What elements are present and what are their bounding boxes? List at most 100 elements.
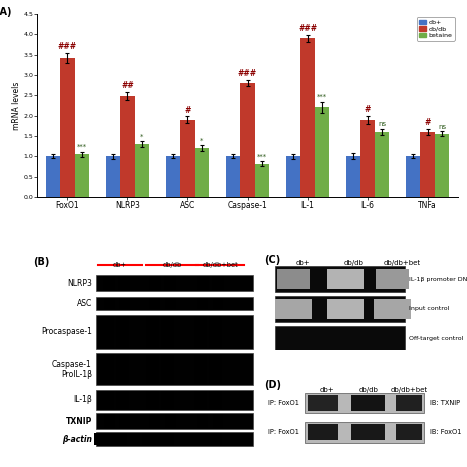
Text: β-actin: β-actin — [62, 435, 92, 444]
Bar — [396, 424, 422, 440]
Bar — [104, 298, 114, 309]
Text: db+: db+ — [296, 260, 310, 266]
Text: #: # — [364, 105, 371, 114]
Bar — [164, 276, 176, 290]
Bar — [96, 413, 253, 429]
Bar — [134, 144, 149, 197]
Text: *: * — [200, 138, 204, 144]
Text: Input control: Input control — [409, 306, 450, 311]
Bar — [46, 156, 60, 197]
Text: #: # — [184, 106, 191, 115]
Text: ###: ### — [298, 24, 317, 33]
Text: (B): (B) — [33, 257, 50, 267]
Text: TXNIP: TXNIP — [65, 417, 92, 425]
Text: IL-1β: IL-1β — [73, 396, 92, 404]
Bar — [149, 298, 160, 309]
Bar — [162, 316, 175, 347]
Bar — [308, 395, 338, 411]
Bar — [119, 414, 130, 428]
Bar — [346, 156, 361, 197]
Bar — [75, 154, 89, 197]
Text: db/db: db/db — [343, 260, 363, 266]
Text: IP: FoxO1: IP: FoxO1 — [268, 400, 299, 406]
Bar — [327, 269, 364, 289]
Bar — [165, 414, 176, 428]
Bar — [275, 325, 405, 352]
Bar — [226, 156, 241, 197]
Bar — [308, 424, 338, 440]
Text: ns: ns — [378, 121, 386, 127]
Bar — [96, 390, 253, 410]
Bar — [162, 391, 175, 409]
Bar — [361, 120, 375, 197]
Bar — [212, 414, 223, 428]
Bar — [304, 393, 424, 413]
Bar — [205, 433, 222, 445]
Bar — [212, 298, 223, 309]
Bar — [277, 269, 310, 289]
Bar — [116, 316, 129, 347]
Bar — [275, 296, 405, 322]
Bar — [374, 298, 411, 319]
Bar — [286, 156, 300, 197]
Bar — [275, 298, 312, 319]
Text: (A): (A) — [0, 7, 12, 17]
Text: ###: ### — [58, 42, 77, 51]
Bar — [100, 354, 113, 384]
Bar — [180, 120, 195, 197]
Bar — [120, 96, 134, 197]
Bar — [109, 433, 127, 445]
Bar — [149, 276, 161, 290]
Bar — [420, 132, 435, 197]
Text: Caspase-1
ProIL-1β: Caspase-1 ProIL-1β — [52, 360, 92, 379]
Bar — [96, 354, 253, 385]
Bar — [146, 391, 159, 409]
Bar — [96, 315, 253, 349]
Bar — [94, 433, 111, 445]
Bar — [194, 316, 207, 347]
Bar — [100, 391, 113, 409]
Bar — [157, 433, 175, 445]
Bar — [119, 276, 130, 290]
Bar — [165, 298, 176, 309]
Text: db+: db+ — [320, 387, 334, 393]
Bar — [96, 297, 253, 311]
Text: IB: TXNIP: IB: TXNIP — [430, 400, 460, 406]
Bar — [351, 395, 385, 411]
Text: Procaspase-1: Procaspase-1 — [41, 327, 92, 336]
Bar — [106, 156, 120, 197]
Text: *: * — [140, 134, 143, 140]
Bar — [195, 148, 209, 197]
Bar — [212, 276, 224, 290]
Text: db/db+bet: db/db+bet — [202, 262, 238, 268]
Bar — [406, 156, 420, 197]
Legend: db+, db/db, betaine: db+, db/db, betaine — [417, 17, 454, 41]
Bar — [162, 354, 175, 384]
Bar — [116, 354, 129, 384]
Text: ***: *** — [257, 154, 267, 159]
Bar — [375, 269, 409, 289]
Text: ns: ns — [438, 124, 446, 130]
Bar — [194, 354, 207, 384]
Bar — [190, 433, 207, 445]
Text: db+: db+ — [113, 262, 127, 268]
Text: IL-1β promoter DNA: IL-1β promoter DNA — [409, 276, 467, 282]
Bar — [60, 58, 75, 197]
Text: Off-target control: Off-target control — [409, 336, 464, 341]
Text: db/db: db/db — [358, 387, 378, 393]
Text: (D): (D) — [264, 380, 281, 390]
Bar — [396, 395, 422, 411]
Bar — [209, 391, 222, 409]
Bar — [100, 316, 113, 347]
Text: (C): (C) — [264, 255, 280, 265]
Bar — [209, 354, 222, 384]
Bar — [300, 38, 315, 197]
Text: ***: *** — [317, 94, 327, 100]
Text: NLRP3: NLRP3 — [67, 279, 92, 288]
Bar — [103, 276, 115, 290]
Bar — [197, 414, 208, 428]
Bar — [275, 266, 405, 292]
Bar — [194, 391, 207, 409]
Text: db/db+bet: db/db+bet — [383, 260, 420, 266]
Bar — [166, 156, 180, 197]
